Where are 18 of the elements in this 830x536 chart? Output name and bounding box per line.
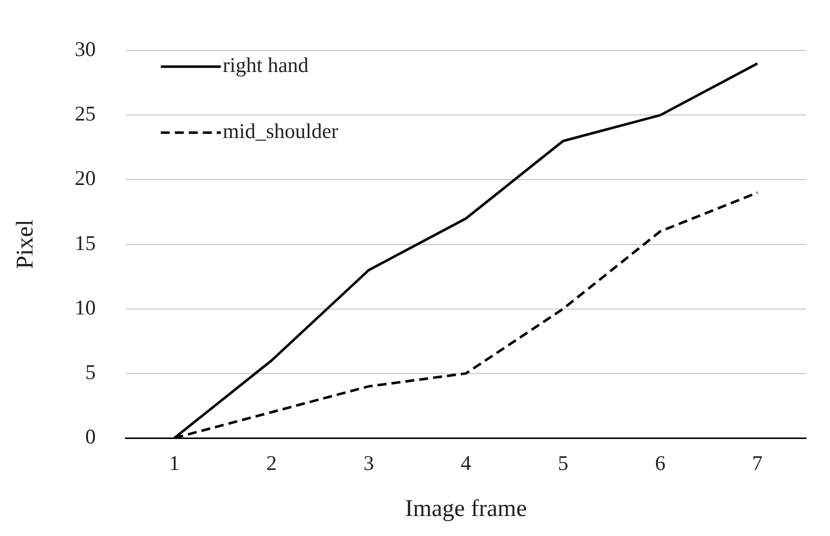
x-tick-label: 6 bbox=[654, 451, 666, 476]
y-tick-label: 20 bbox=[74, 166, 96, 190]
x-tick-label: 2 bbox=[266, 451, 277, 476]
x-axis-title: Image frame bbox=[404, 496, 527, 522]
x-tick-label: 7 bbox=[752, 451, 763, 476]
y-tick-label: 25 bbox=[74, 102, 96, 126]
y-axis-title: Pixel bbox=[12, 219, 39, 269]
legend-label: right hand bbox=[222, 53, 310, 78]
x-tick-label: 4 bbox=[460, 451, 472, 476]
y-tick-label: 15 bbox=[74, 230, 96, 255]
y-tick-label: 5 bbox=[85, 360, 96, 384]
y-tick-label: 10 bbox=[74, 295, 96, 320]
x-tick-label: 5 bbox=[558, 451, 568, 476]
y-tick-label: 30 bbox=[74, 37, 96, 62]
x-tick-label: 3 bbox=[363, 451, 374, 476]
x-tick-label: 1 bbox=[169, 451, 180, 476]
y-tick-label: 0 bbox=[85, 424, 96, 449]
legend-label: mid_shoulder bbox=[222, 119, 338, 144]
